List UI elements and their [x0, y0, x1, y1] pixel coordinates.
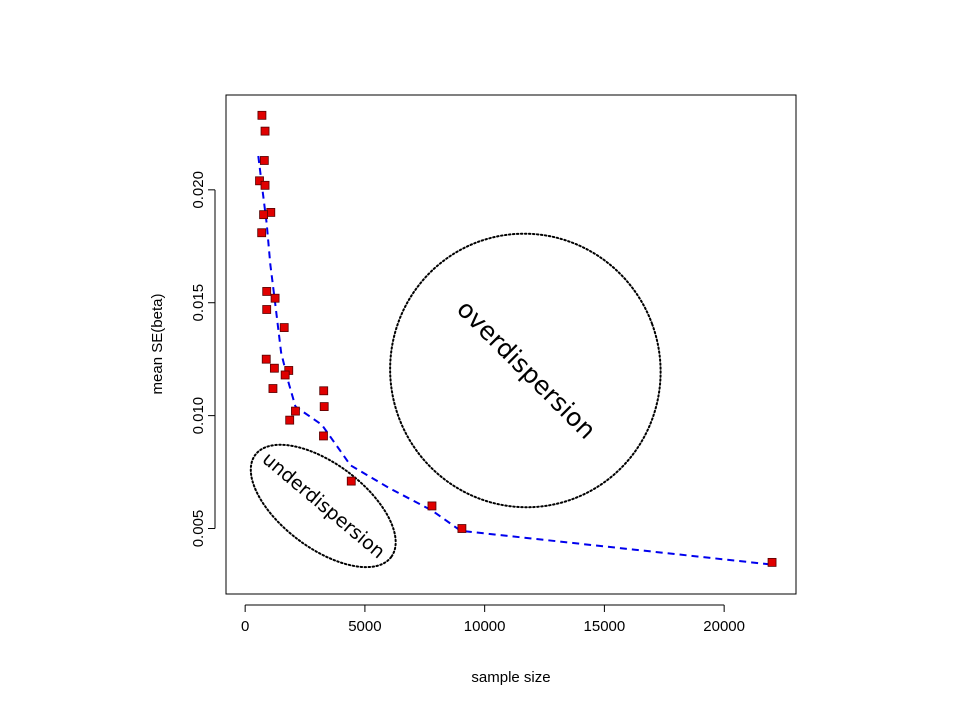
x-tick-label: 5000 [348, 618, 381, 635]
underdispersion-ellipse [249, 443, 397, 569]
x-tick-label: 15000 [584, 618, 626, 635]
data-point [261, 354, 271, 364]
data-point [319, 431, 328, 441]
data-point [257, 228, 267, 238]
plot-area [225, 94, 797, 595]
trend-line [257, 155, 773, 566]
data-point [257, 110, 267, 120]
y-axis-label: mean SE(beta) [149, 294, 166, 395]
data-point [262, 287, 272, 296]
data-point [262, 305, 272, 314]
data-point [270, 293, 280, 303]
data-point [280, 370, 290, 380]
data-point [269, 363, 279, 373]
data-point [427, 501, 437, 511]
y-tick-label: 0.005 [190, 510, 207, 548]
underdispersion-label: underdispersion [258, 448, 389, 563]
x-axis-label: sample size [471, 669, 550, 686]
data-point [260, 126, 270, 136]
data-point [260, 180, 270, 190]
overdispersion-label: overdispersion [451, 294, 601, 444]
data-point [767, 557, 777, 567]
plot-frame [225, 94, 797, 595]
y-tick-label: 0.010 [190, 397, 207, 435]
data-point [346, 476, 356, 486]
data-point [291, 406, 300, 416]
y-tick-label: 0.020 [190, 171, 207, 209]
x-tick-label: 10000 [464, 618, 506, 635]
data-point [255, 176, 264, 186]
y-tick-label: 0.015 [190, 284, 207, 322]
data-point [279, 323, 289, 332]
data-point [285, 415, 295, 425]
trend-line-group [257, 155, 773, 566]
x-tick-label: 0 [241, 618, 249, 635]
data-point [259, 156, 269, 165]
overdispersion-ellipse [389, 232, 662, 509]
data-point [268, 384, 278, 393]
y-axis: 0.005 0.010 0.015 0.020 [190, 171, 216, 548]
data-point [319, 386, 329, 396]
points-group [255, 110, 777, 567]
data-point [259, 210, 269, 220]
data-point [457, 524, 467, 533]
x-tick-label: 20000 [703, 618, 745, 635]
x-axis: 0 5000 10000 15000 20000 [241, 604, 745, 635]
data-point [319, 402, 329, 411]
